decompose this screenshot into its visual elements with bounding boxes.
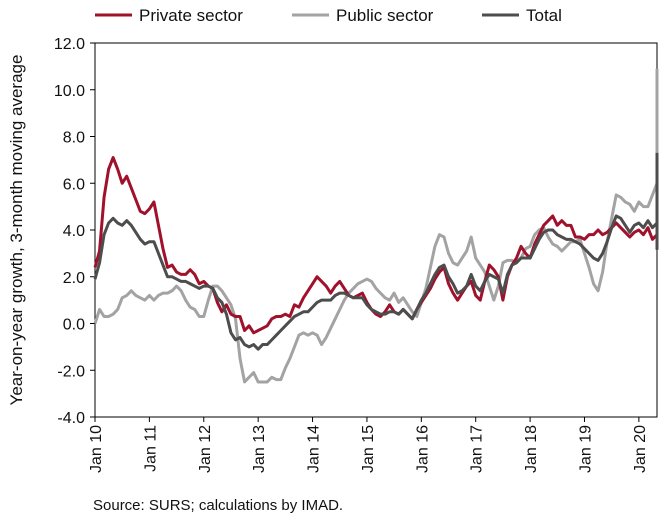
legend-label-private-sector: Private sector xyxy=(139,6,243,25)
y-tick-label: -2.0 xyxy=(57,363,85,380)
x-tick-label: Jan 13 xyxy=(251,425,268,473)
x-tick-label: Jan 12 xyxy=(197,425,214,473)
y-tick-label: 0.0 xyxy=(63,317,85,334)
x-tick-label: Jan 11 xyxy=(142,425,159,472)
series-lines xyxy=(93,68,659,384)
x-tick-label: Jan 18 xyxy=(523,425,540,473)
y-axis-title: Year-on-year growth, 3-month moving aver… xyxy=(7,55,26,406)
x-tick-label: Jan 20 xyxy=(632,425,649,473)
legend: Private sector Public sector Total xyxy=(95,6,562,25)
x-tick-label: Jan 16 xyxy=(414,425,431,473)
source-note: Source: SURS; calculations by IMAD. xyxy=(93,497,343,514)
y-tick-label: 8.0 xyxy=(63,130,85,147)
y-tick-label: 2.0 xyxy=(63,270,85,287)
series-line-private-sector xyxy=(93,156,659,335)
series-line-public-sector xyxy=(93,68,659,384)
y-tick-label: -4.0 xyxy=(57,410,85,427)
y-tick-label: 10.0 xyxy=(54,83,85,100)
y-tick-label: 12.0 xyxy=(54,36,85,53)
series-line-total xyxy=(93,152,659,351)
x-tick-label: Jan 15 xyxy=(360,425,377,473)
legend-label-total: Total xyxy=(526,6,562,25)
x-tick-label: Jan 17 xyxy=(469,425,486,473)
y-axis: 12.0 10.0 8.0 6.0 4.0 2.0 0.0 -2.0 -4.0 xyxy=(54,36,95,427)
y-tick-label: 6.0 xyxy=(63,176,85,193)
x-axis: Jan 10 Jan 11 Jan 12 Jan 13 Jan 14 Jan 15 Jan … xyxy=(88,417,649,473)
x-tick-label: Jan 10 xyxy=(88,425,105,473)
x-tick-label: Jan 19 xyxy=(577,425,594,473)
y-tick-label: 4.0 xyxy=(63,223,85,240)
legend-label-public-sector: Public sector xyxy=(336,6,434,25)
x-tick-label: Jan 14 xyxy=(306,425,323,473)
